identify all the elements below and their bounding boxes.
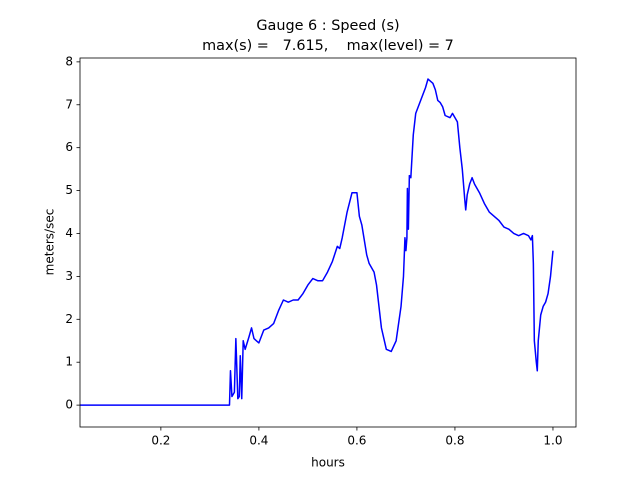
- x-tick-label: 1.0: [543, 434, 562, 448]
- y-tick-label: 6: [65, 140, 73, 154]
- x-tick-label: 0.6: [347, 434, 366, 448]
- y-tick-label: 0: [65, 398, 73, 412]
- y-tick-label: 1: [65, 355, 73, 369]
- y-tick-label: 3: [65, 269, 73, 283]
- y-tick-label: 7: [65, 97, 73, 111]
- y-axis-label: meters/sec: [43, 209, 57, 276]
- y-tick-label: 8: [65, 54, 73, 68]
- x-tick-label: 0.2: [151, 434, 170, 448]
- chart-title: Gauge 6 : Speed (s): [256, 18, 399, 34]
- x-tick-label: 0.8: [445, 434, 464, 448]
- x-tick-label: 0.4: [249, 434, 268, 448]
- chart-subtitle: max(s) = 7.615, max(level) = 7: [202, 38, 454, 54]
- plot-frame: [79, 57, 577, 428]
- y-tick-label: 2: [65, 312, 73, 326]
- x-axis-label: hours: [311, 456, 345, 470]
- data-line: [80, 78, 554, 406]
- y-tick-label: 5: [65, 183, 73, 197]
- y-tick-label: 4: [65, 226, 73, 240]
